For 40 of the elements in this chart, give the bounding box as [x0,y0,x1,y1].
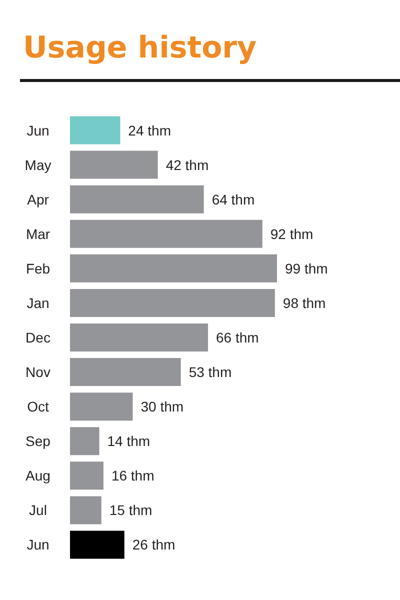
data-label: 98 thm [282,294,326,311]
data-label: 92 thm [270,226,314,242]
data-label: 24 thm [128,122,171,138]
bar [70,220,262,248]
bar [70,254,277,282]
bar [70,392,133,421]
y-tick-label: Jun [26,122,50,138]
bar [70,288,275,317]
data-label: 99 thm [285,260,328,276]
y-tick-label: Apr [27,191,50,208]
data-label: 53 thm [188,364,232,380]
bar [70,116,120,144]
data-label: 30 thm [140,398,184,415]
y-tick-label: May [24,156,52,173]
y-tick-label: Nov [26,364,50,380]
y-tick-label: Jun [26,536,50,553]
data-label: 15 thm [109,502,152,518]
chart-title: Usage history [23,30,257,66]
data-label: 66 thm [216,330,259,346]
bar [70,324,208,352]
bar [70,185,204,214]
data-label: 64 thm [212,191,255,208]
data-label: 42 thm [166,156,209,173]
bar [70,496,102,524]
y-tick-label: Jan [26,294,50,311]
bar [70,358,181,386]
bar [70,530,124,559]
bar [70,427,100,456]
data-label: 16 thm [111,468,154,484]
data-label: 14 thm [107,433,150,450]
y-tick-label: Dec [26,330,50,346]
data-label: 26 thm [132,536,176,553]
y-tick-label: Jul [29,502,47,518]
y-tick-label: Oct [27,398,49,415]
y-tick-label: Aug [26,468,50,484]
y-tick-label: Sep [26,433,51,450]
bar [70,150,158,179]
y-tick-label: Feb [26,260,50,276]
y-tick-label: Mar [26,226,50,242]
bar [70,462,104,490]
